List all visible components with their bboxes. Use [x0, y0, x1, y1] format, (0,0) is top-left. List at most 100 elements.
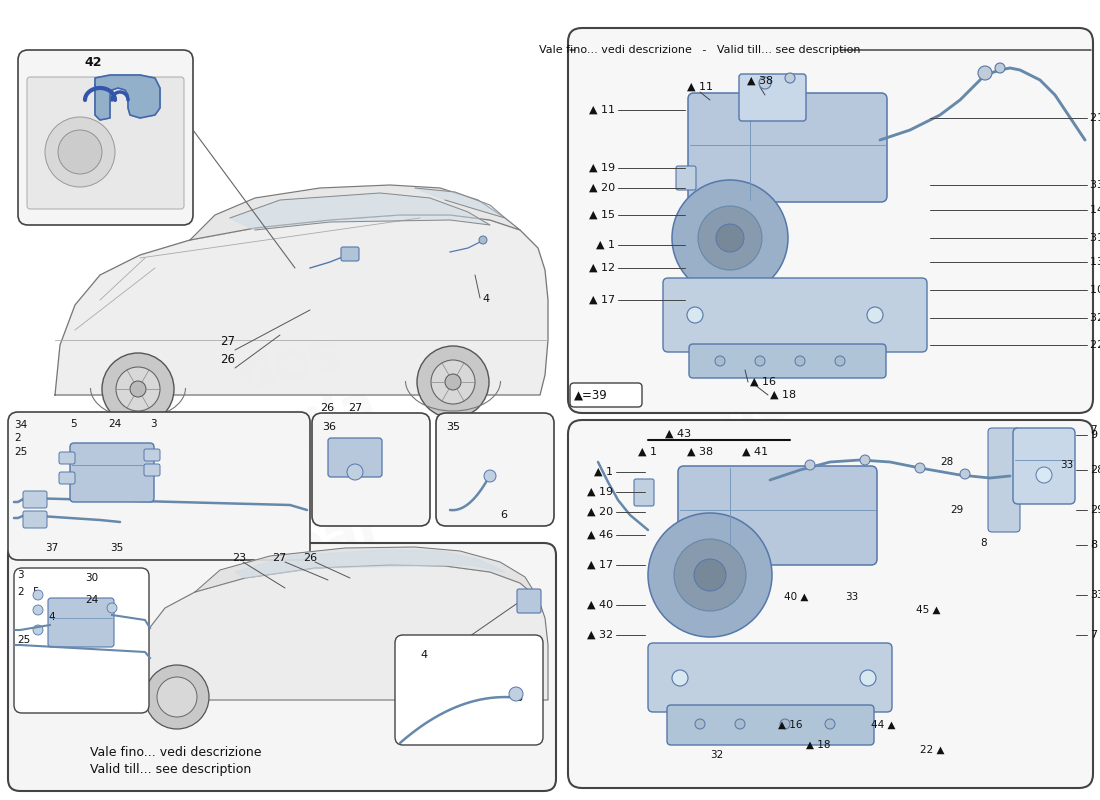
FancyBboxPatch shape	[48, 598, 114, 647]
Circle shape	[867, 307, 883, 323]
FancyBboxPatch shape	[688, 93, 887, 202]
Text: 10 ▲: 10 ▲	[1090, 285, 1100, 295]
Text: 32: 32	[710, 750, 724, 760]
Circle shape	[446, 374, 461, 390]
FancyBboxPatch shape	[1013, 428, 1075, 504]
Text: des
ingla
ge
par
ts: des ingla ge par ts	[211, 319, 429, 641]
Text: ▲ 16: ▲ 16	[750, 377, 776, 387]
Circle shape	[648, 513, 772, 637]
Text: 33: 33	[845, 592, 858, 602]
Text: 25: 25	[16, 635, 31, 645]
Text: ▲ 19: ▲ 19	[587, 487, 613, 497]
Circle shape	[458, 658, 522, 722]
FancyBboxPatch shape	[8, 412, 310, 560]
Circle shape	[346, 464, 363, 480]
Text: ▲=39: ▲=39	[574, 389, 607, 402]
Circle shape	[996, 63, 1005, 73]
Circle shape	[157, 677, 197, 717]
Circle shape	[431, 360, 475, 404]
Text: ▲ 46: ▲ 46	[587, 530, 613, 540]
FancyBboxPatch shape	[70, 443, 154, 502]
Text: 21 ▲: 21 ▲	[1090, 113, 1100, 123]
Text: 23: 23	[462, 677, 476, 687]
FancyBboxPatch shape	[517, 589, 541, 613]
Text: 24: 24	[85, 595, 98, 605]
Text: Valid till... see description: Valid till... see description	[90, 763, 251, 777]
Text: 36: 36	[322, 422, 335, 432]
Text: 22 ▲: 22 ▲	[920, 745, 945, 755]
Text: 14 ▲: 14 ▲	[1090, 205, 1100, 215]
Polygon shape	[190, 185, 520, 240]
Text: ▲ 19: ▲ 19	[588, 163, 615, 173]
Circle shape	[674, 539, 746, 611]
Circle shape	[716, 224, 744, 252]
Circle shape	[116, 367, 160, 411]
FancyBboxPatch shape	[8, 543, 556, 791]
FancyBboxPatch shape	[23, 511, 47, 528]
Circle shape	[130, 381, 146, 397]
FancyBboxPatch shape	[14, 568, 149, 713]
Circle shape	[145, 665, 209, 729]
Text: ▲ 1: ▲ 1	[596, 240, 615, 250]
Circle shape	[735, 719, 745, 729]
Text: 27: 27	[348, 403, 362, 413]
Circle shape	[107, 603, 117, 613]
Circle shape	[698, 206, 762, 270]
Circle shape	[688, 307, 703, 323]
Text: 40 ▲: 40 ▲	[783, 592, 808, 602]
Text: 37: 37	[45, 543, 58, 553]
Text: des
ingla
ge
par
ts: des ingla ge par ts	[691, 359, 909, 681]
Text: 8: 8	[1090, 540, 1097, 550]
FancyBboxPatch shape	[144, 464, 159, 476]
Text: 35: 35	[110, 543, 123, 553]
Text: 28: 28	[1090, 465, 1100, 475]
FancyBboxPatch shape	[568, 28, 1093, 413]
FancyBboxPatch shape	[312, 413, 430, 526]
Circle shape	[825, 719, 835, 729]
Text: ▲ 1: ▲ 1	[594, 467, 613, 477]
FancyBboxPatch shape	[59, 452, 75, 464]
Circle shape	[715, 356, 725, 366]
Text: 7: 7	[1090, 425, 1097, 435]
Circle shape	[509, 687, 522, 701]
Text: 26: 26	[220, 353, 235, 366]
Text: 44 ▲: 44 ▲	[871, 720, 895, 730]
Text: 32 ▲: 32 ▲	[1090, 313, 1100, 323]
Text: 2: 2	[16, 587, 23, 597]
Text: 22 ▲: 22 ▲	[1090, 340, 1100, 350]
FancyBboxPatch shape	[739, 74, 806, 121]
Text: 6: 6	[500, 510, 507, 520]
Text: Vale fino... vedi descrizione: Vale fino... vedi descrizione	[90, 746, 262, 758]
Text: 34: 34	[14, 420, 28, 430]
Text: 4: 4	[482, 294, 490, 304]
Polygon shape	[135, 565, 548, 700]
Text: 4: 4	[420, 650, 427, 660]
Text: ▲ 38: ▲ 38	[747, 76, 773, 86]
Text: 33: 33	[1090, 590, 1100, 600]
Text: ▲ 20: ▲ 20	[588, 183, 615, 193]
Text: 27: 27	[220, 335, 235, 348]
Text: 13 ▲: 13 ▲	[1090, 257, 1100, 267]
Text: ▲ 43: ▲ 43	[664, 429, 691, 439]
Polygon shape	[195, 547, 538, 598]
FancyBboxPatch shape	[341, 247, 359, 261]
FancyBboxPatch shape	[328, 438, 382, 477]
FancyBboxPatch shape	[436, 413, 554, 526]
FancyBboxPatch shape	[634, 479, 654, 506]
Circle shape	[478, 236, 487, 244]
FancyBboxPatch shape	[689, 344, 886, 378]
Text: 45 ▲: 45 ▲	[915, 605, 940, 615]
Text: 9: 9	[1090, 430, 1097, 440]
Circle shape	[417, 346, 490, 418]
Circle shape	[805, 460, 815, 470]
Circle shape	[795, 356, 805, 366]
FancyBboxPatch shape	[28, 77, 184, 209]
Text: 5: 5	[32, 587, 39, 597]
Polygon shape	[235, 550, 505, 578]
FancyBboxPatch shape	[59, 472, 75, 484]
Text: 6: 6	[515, 693, 522, 703]
Circle shape	[785, 73, 795, 83]
Text: 42: 42	[85, 55, 101, 69]
Text: 26: 26	[302, 553, 317, 563]
Text: ▲ 16: ▲ 16	[778, 720, 802, 730]
